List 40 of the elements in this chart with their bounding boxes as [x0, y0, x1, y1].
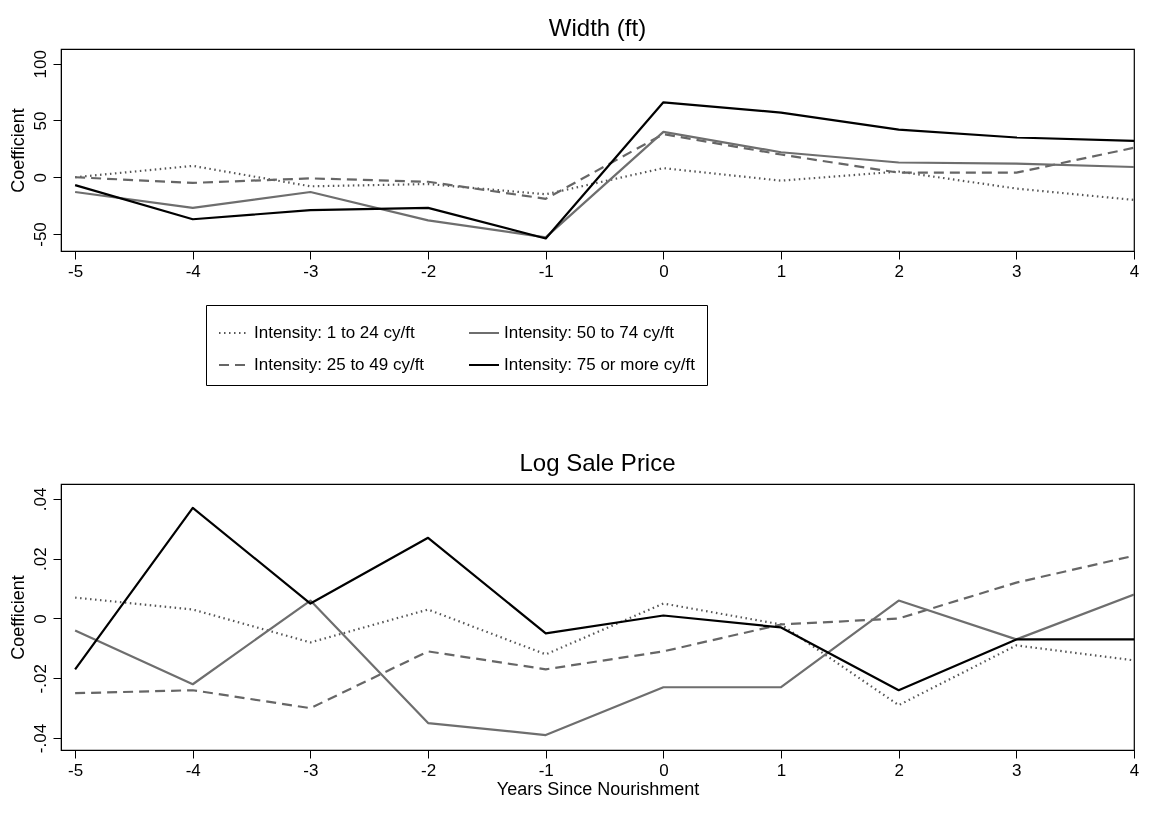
y-tick-label: -.02	[30, 664, 50, 694]
x-tick-label: 3	[1012, 760, 1022, 780]
x-tick-label: 1	[776, 261, 787, 281]
x-tick-label: -3	[303, 261, 319, 281]
x-tick-label: 2	[894, 261, 904, 281]
x-tick-label: 3	[1012, 261, 1022, 281]
chart-title: Width (ft)	[548, 14, 647, 41]
x-tick-label: 2	[894, 760, 904, 780]
x-tick-label: 4	[1129, 261, 1140, 281]
x-tick-label: 1	[776, 760, 787, 780]
x-tick-label: -2	[421, 760, 437, 780]
legend-label: Intensity: 25 to 49 cy/ft	[254, 355, 425, 374]
chart-title: Log Sale Price	[519, 449, 676, 476]
x-axis-title: Years Since Nourishment	[496, 778, 700, 799]
legend-label: Intensity: 75 or more cy/ft	[504, 355, 696, 374]
y-tick-label: -.04	[30, 723, 50, 754]
x-tick-label: -5	[68, 261, 84, 281]
legend-label: Intensity: 50 to 74 cy/ft	[504, 323, 675, 342]
y-tick-label: .02	[30, 547, 50, 572]
y-axis-title: Coefficient	[7, 108, 28, 193]
y-tick-label: 100	[30, 50, 50, 79]
x-tick-label: 0	[659, 760, 669, 780]
x-tick-label: 4	[1129, 760, 1140, 780]
y-tick-label: .04	[30, 487, 50, 512]
line-series	[74, 130, 1134, 239]
x-tick-label: 0	[659, 261, 669, 281]
line-series	[74, 596, 1134, 707]
x-tick-label: -4	[185, 261, 201, 281]
y-tick-label: -50	[30, 222, 50, 247]
x-tick-label: -4	[185, 760, 201, 780]
x-tick-label: -1	[538, 760, 554, 780]
y-tick-label: 0	[30, 614, 50, 624]
x-tick-label: -2	[421, 261, 437, 281]
x-tick-label: -1	[538, 261, 554, 281]
y-axis-title: Coefficient	[7, 575, 28, 660]
x-tick-label: -5	[68, 760, 84, 780]
y-tick-label: 0	[30, 173, 50, 183]
y-tick-label: 50	[30, 111, 50, 131]
x-tick-label: -3	[303, 760, 319, 780]
legend-label: Intensity: 1 to 24 cy/ft	[254, 323, 415, 342]
